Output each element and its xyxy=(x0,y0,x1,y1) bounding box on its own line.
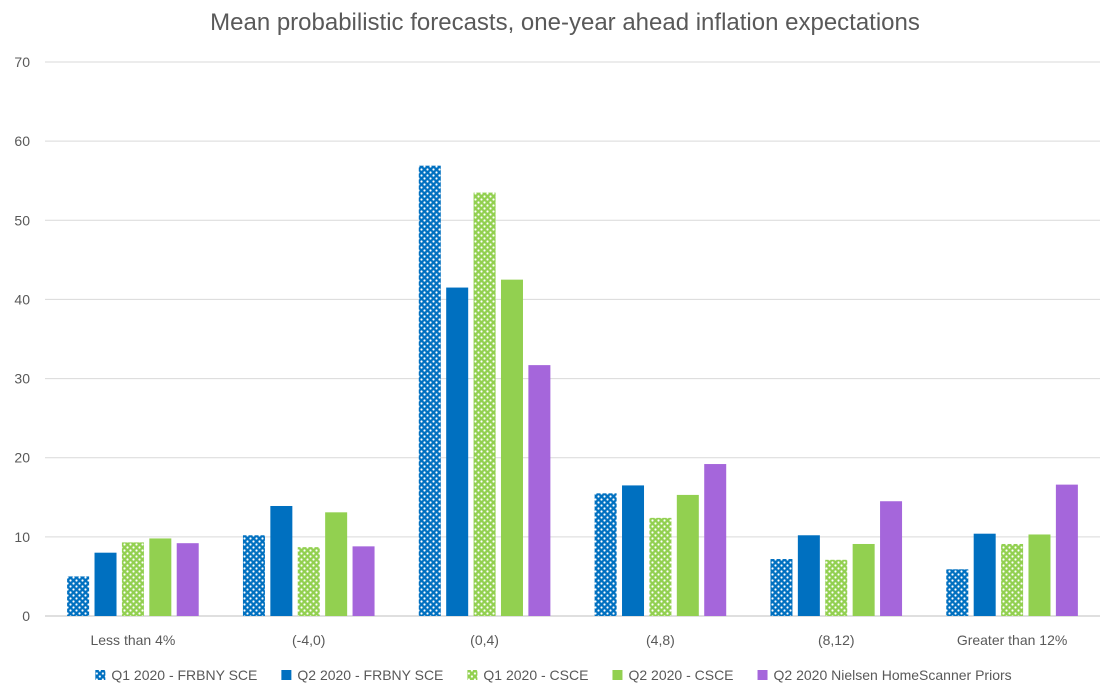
legend-item-q1-2020-csce: Q1 2020 - CSCE xyxy=(467,667,588,683)
bar-q1-2020-csce-greater-than-12 xyxy=(1001,543,1024,616)
y-axis: 0 10 20 30 40 50 60 70 xyxy=(14,54,30,624)
bar-q2-2020-csce-less-than-4 xyxy=(149,538,172,616)
y-tick-label: 40 xyxy=(14,291,30,307)
legend-item-q2-2020-csce: Q2 2020 - CSCE xyxy=(612,667,734,683)
legend-item-q1-2020-frbny-sce: Q1 2020 - FRBNY SCE xyxy=(95,667,257,683)
bar-q1-2020-frbny-sce-4-0 xyxy=(242,535,265,616)
chart-title: Mean probabilistic forecasts, one-year a… xyxy=(210,9,920,36)
bar-q2-2020-frbny-sce-8-12 xyxy=(797,535,820,616)
legend-swatch xyxy=(757,670,768,680)
bar-q2-2020-nielsen-homescanner-priors-greater-than-12 xyxy=(1055,484,1078,616)
bar-q2-2020-nielsen-homescanner-priors-4-0 xyxy=(352,546,375,616)
bar-q2-2020-nielsen-homescanner-priors-4-8 xyxy=(704,464,727,616)
bar-q2-2020-frbny-sce-greater-than-12 xyxy=(973,533,996,616)
x-tick-label: (-4,0) xyxy=(292,632,325,648)
y-tick-label: 30 xyxy=(14,371,30,387)
bar-q1-2020-csce-4-8 xyxy=(649,517,672,616)
bar-q1-2020-csce-less-than-4 xyxy=(121,542,144,616)
bar-q2-2020-nielsen-homescanner-priors-8-12 xyxy=(880,501,903,616)
legend-label: Q2 2020 - CSCE xyxy=(628,667,733,683)
y-tick-label: 10 xyxy=(14,529,30,545)
bar-q2-2020-csce-8-12 xyxy=(852,543,875,616)
legend: Q1 2020 - FRBNY SCE Q2 2020 - FRBNY SCE Q1… xyxy=(95,667,1012,683)
bar-q1-2020-csce-0-4 xyxy=(473,192,496,617)
y-tick-label: 60 xyxy=(14,133,30,149)
legend-label: Q2 2020 Nielsen HomeScanner Priors xyxy=(774,667,1012,683)
legend-swatch xyxy=(95,670,106,680)
bar-q1-2020-frbny-sce-less-than-4 xyxy=(67,576,90,616)
bar-q2-2020-csce-0-4 xyxy=(500,279,523,616)
bar-q2-2020-nielsen-homescanner-priors-less-than-4 xyxy=(176,543,199,616)
bars xyxy=(67,165,1078,617)
x-tick-label: (0,4) xyxy=(470,632,499,648)
bar-q2-2020-csce-greater-than-12 xyxy=(1028,534,1051,616)
bar-q1-2020-frbny-sce-0-4 xyxy=(418,165,441,617)
legend-item-q2-2020-frbny-sce: Q2 2020 - FRBNY SCE xyxy=(281,667,443,683)
bar-q2-2020-frbny-sce-0-4 xyxy=(446,287,469,616)
legend-swatch xyxy=(281,670,292,680)
bar-q1-2020-csce-4-0 xyxy=(297,547,320,616)
bar-q1-2020-frbny-sce-4-8 xyxy=(594,493,617,616)
x-axis: Less than 4% (-4,0) (0,4) (4,8) (8,12) Greate… xyxy=(90,632,1067,648)
legend-swatch xyxy=(467,670,478,680)
legend-item-q2-2020-nielsen-homescanner-priors: Q2 2020 Nielsen HomeScanner Priors xyxy=(757,667,1012,683)
legend-label: Q2 2020 - FRBNY SCE xyxy=(297,667,443,683)
bar-q2-2020-nielsen-homescanner-priors-0-4 xyxy=(528,365,551,616)
x-tick-label: (4,8) xyxy=(646,632,675,648)
bar-q1-2020-frbny-sce-greater-than-12 xyxy=(946,569,969,616)
x-tick-label: (8,12) xyxy=(818,632,855,648)
bar-q2-2020-frbny-sce-4-8 xyxy=(622,485,645,616)
bar-q2-2020-frbny-sce-less-than-4 xyxy=(94,552,117,616)
bar-q1-2020-csce-8-12 xyxy=(825,559,848,616)
x-tick-label: Greater than 12% xyxy=(957,632,1068,648)
x-tick-label: Less than 4% xyxy=(90,632,175,648)
legend-label: Q1 2020 - CSCE xyxy=(483,667,588,683)
y-tick-label: 50 xyxy=(14,212,30,228)
legend-label: Q1 2020 - FRBNY SCE xyxy=(111,667,257,683)
legend-swatch xyxy=(612,670,623,680)
bar-q1-2020-frbny-sce-8-12 xyxy=(770,559,793,616)
gridlines xyxy=(45,61,1100,617)
y-tick-label: 70 xyxy=(14,54,30,70)
y-tick-label: 0 xyxy=(22,608,30,624)
bar-q2-2020-csce-4-8 xyxy=(676,494,699,616)
y-tick-label: 20 xyxy=(14,450,30,466)
bar-q2-2020-frbny-sce-4-0 xyxy=(270,505,293,616)
bar-q2-2020-csce-4-0 xyxy=(325,512,348,616)
